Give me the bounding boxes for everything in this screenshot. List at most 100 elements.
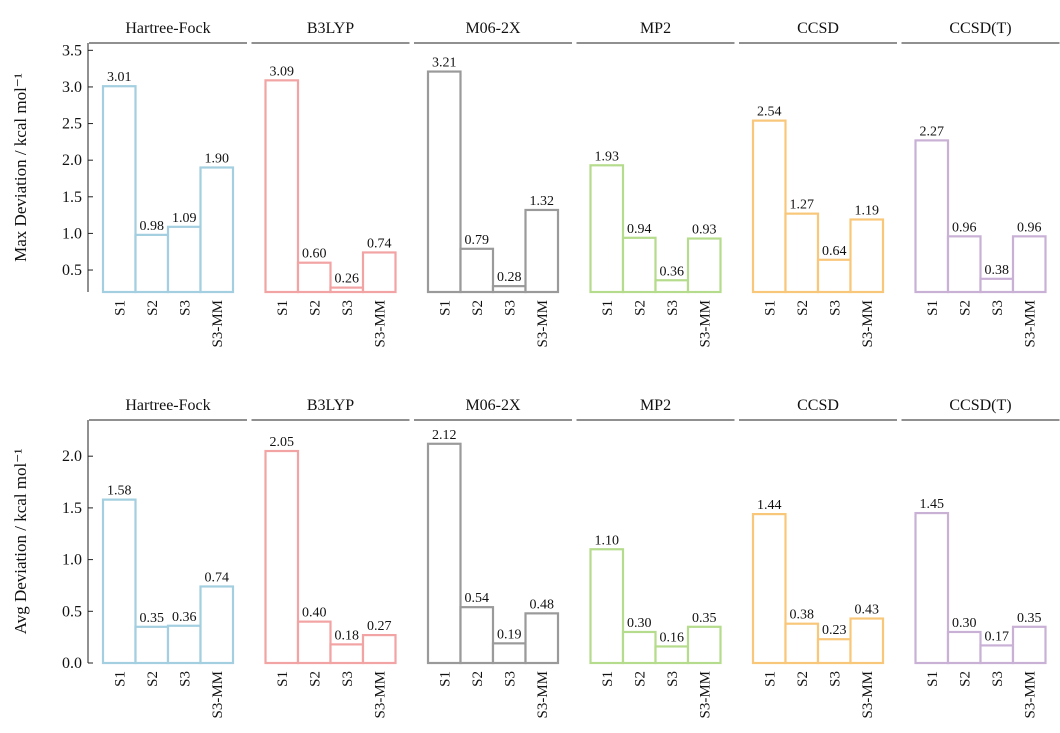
x-tick-label: S2 <box>470 300 486 316</box>
y-tick-label: 1.0 <box>62 225 82 242</box>
value-label: 0.16 <box>660 630 685 645</box>
bar <box>296 261 332 294</box>
bar <box>199 585 235 665</box>
value-label: 0.43 <box>855 603 880 618</box>
bar <box>654 279 690 294</box>
bar <box>361 251 397 294</box>
x-tick-label: S2 <box>795 671 811 687</box>
bar <box>1011 235 1047 294</box>
group-header: Hartree-Fock <box>125 20 210 37</box>
x-tick-label: S3-MM <box>535 671 551 719</box>
value-label: 0.38 <box>790 608 815 623</box>
value-label: 0.96 <box>1017 220 1042 235</box>
value-label: 0.48 <box>530 597 555 612</box>
y-tick-label: 2.0 <box>62 448 82 465</box>
y-tick-label: 0.5 <box>62 262 82 279</box>
bar <box>166 225 202 294</box>
x-tick-label: S3 <box>502 300 518 316</box>
x-tick-label: S3-MM <box>1022 671 1038 719</box>
x-tick-label: S3 <box>665 300 681 316</box>
group-header: CCSD(T) <box>949 20 1011 37</box>
x-tick-label: S3 <box>827 300 843 316</box>
bar <box>524 208 560 294</box>
x-tick-label: S2 <box>470 671 486 687</box>
value-label: 0.98 <box>140 219 165 234</box>
group-header: CCSD <box>797 20 839 37</box>
x-tick-label: S2 <box>632 300 648 316</box>
bar <box>784 212 820 294</box>
x-tick-label: S1 <box>437 300 453 316</box>
value-label: 3.21 <box>432 56 457 71</box>
group-header: B3LYP <box>307 20 354 37</box>
value-label: 1.93 <box>595 149 620 164</box>
bar <box>979 644 1015 665</box>
x-tick-label: S3 <box>340 300 356 316</box>
group-header: MP2 <box>640 20 671 37</box>
bar <box>914 139 950 294</box>
bar <box>361 633 397 665</box>
y-tick-label: 1.5 <box>62 189 82 206</box>
bar <box>491 285 527 294</box>
y-tick-label: 1.0 <box>62 552 82 569</box>
x-tick-label: S1 <box>925 300 941 316</box>
value-label: 2.12 <box>432 428 457 443</box>
y-tick-label: 2.5 <box>62 116 82 133</box>
x-tick-label: S3-MM <box>697 671 713 719</box>
value-label: 0.30 <box>952 616 977 631</box>
value-label: 0.36 <box>660 264 685 279</box>
bar <box>329 643 365 665</box>
x-tick-label: S1 <box>275 300 291 316</box>
value-label: 2.05 <box>270 435 295 450</box>
y-tick-label: 3.5 <box>62 42 82 59</box>
x-tick-label: S1 <box>600 671 616 687</box>
bar <box>751 119 787 294</box>
x-tick-label: S3-MM <box>210 300 226 348</box>
value-label: 0.54 <box>465 591 490 606</box>
bar <box>199 166 235 294</box>
group-header: CCSD(T) <box>949 397 1011 414</box>
value-label: 1.27 <box>790 198 815 213</box>
bar <box>134 625 170 665</box>
bar <box>816 638 852 665</box>
value-label: 1.45 <box>920 497 945 512</box>
value-label: 0.19 <box>497 627 522 642</box>
value-label: 1.19 <box>855 203 880 218</box>
x-tick-label: S3 <box>502 671 518 687</box>
value-label: 0.35 <box>692 611 717 626</box>
group-header: M06-2X <box>465 20 521 37</box>
bar <box>426 442 462 665</box>
value-label: 1.58 <box>107 484 132 499</box>
x-tick-label: S1 <box>437 671 453 687</box>
x-tick-label: S3 <box>340 671 356 687</box>
x-tick-label: S3-MM <box>860 671 876 719</box>
bar <box>784 622 820 665</box>
x-tick-label: S1 <box>112 671 128 687</box>
x-tick-label: S2 <box>307 671 323 687</box>
value-label: 1.32 <box>530 194 555 209</box>
value-label: 0.94 <box>627 222 652 237</box>
bar <box>686 237 722 294</box>
value-label: 1.10 <box>595 533 620 548</box>
group-header: MP2 <box>640 397 671 414</box>
group-header: CCSD <box>797 397 839 414</box>
x-tick-label: S2 <box>957 300 973 316</box>
bar <box>621 236 657 294</box>
value-label: 0.93 <box>692 223 717 238</box>
value-label: 1.44 <box>757 498 782 513</box>
y-axis-label: Avg Deviation / kcal mol⁻¹ <box>11 449 30 635</box>
bar <box>459 247 495 294</box>
x-tick-label: S2 <box>307 300 323 316</box>
value-label: 0.17 <box>985 629 1010 644</box>
bar <box>491 642 527 665</box>
value-label: 0.96 <box>952 220 977 235</box>
value-label: 0.23 <box>822 623 847 638</box>
value-label: 0.60 <box>302 247 327 262</box>
value-label: 2.27 <box>920 124 945 139</box>
x-tick-label: S2 <box>632 671 648 687</box>
x-tick-label: S3-MM <box>372 300 388 348</box>
value-label: 0.26 <box>335 272 360 287</box>
x-tick-label: S3-MM <box>372 671 388 719</box>
bar <box>134 233 170 294</box>
value-label: 0.74 <box>367 236 392 251</box>
x-tick-label: S3 <box>177 300 193 316</box>
